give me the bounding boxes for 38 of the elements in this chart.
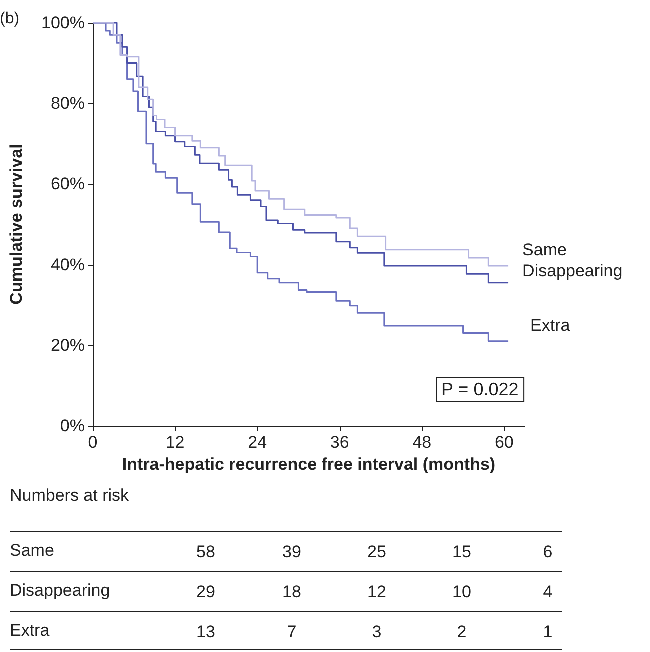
text: 13: [196, 622, 216, 642]
text: 4: [543, 582, 553, 602]
x-tick-label: 0: [88, 433, 98, 452]
x-tick-label: 12: [166, 433, 185, 452]
series-label: Same: [522, 240, 567, 260]
text: 58: [196, 542, 216, 562]
y-tick-label: 100%: [42, 14, 85, 32]
text: 39: [282, 542, 302, 562]
y-tick-label: 20%: [50, 336, 85, 355]
y-tick-label: 80%: [50, 94, 85, 114]
text: 15: [452, 542, 472, 562]
x-axis-title: Intra-hepatic recurrence free interval (months): [122, 455, 496, 474]
x-tick-label: 60: [494, 433, 514, 452]
y-axis-title: Cumulative survival: [7, 144, 26, 305]
text: Numbers at risk: [10, 486, 130, 505]
text: 10: [452, 582, 472, 602]
text: 7: [287, 622, 297, 642]
text: 2: [457, 622, 467, 642]
series-label: Disappearing: [522, 261, 623, 280]
text: 29: [196, 582, 216, 602]
text: 12: [368, 582, 386, 602]
text: 25: [368, 542, 386, 562]
text: (b): [0, 10, 20, 28]
text: 3: [372, 622, 382, 642]
x-tick-label: 48: [412, 433, 432, 452]
text: 1: [543, 622, 553, 642]
text: 18: [282, 582, 302, 602]
y-tick-label: 40%: [50, 255, 85, 274]
text: 6: [543, 542, 553, 562]
x-tick-label: 24: [248, 433, 268, 452]
text: Same: [10, 541, 54, 560]
text: Extra: [10, 621, 50, 640]
y-tick-label: 60%: [50, 174, 85, 194]
annotation: P = 0.022: [442, 380, 519, 400]
text: Disappearing: [10, 581, 110, 600]
y-tick-label: 0%: [60, 416, 85, 436]
series-label: Extra: [530, 316, 571, 335]
x-tick-label: 36: [330, 433, 350, 452]
